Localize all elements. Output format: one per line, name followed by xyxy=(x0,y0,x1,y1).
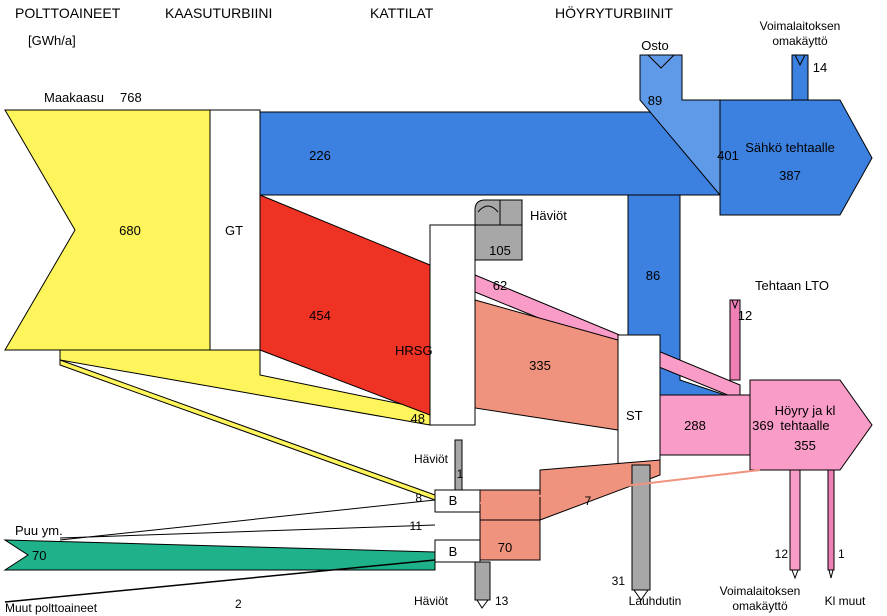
flow-105-top xyxy=(500,200,522,225)
flow-hav13 xyxy=(475,562,490,600)
v86: 86 xyxy=(646,268,660,283)
line-11 xyxy=(60,525,435,538)
lbl-b1: B xyxy=(449,493,458,508)
lbl-st: ST xyxy=(626,408,643,423)
lbl-hoyry: Höyry ja kltehtaalle xyxy=(775,403,836,433)
lbl-hrsg: HRSG xyxy=(395,343,433,358)
node-hrsg xyxy=(430,225,475,425)
node-b1 xyxy=(435,490,480,512)
v355: 355 xyxy=(794,438,816,453)
lbl-b2: B xyxy=(449,544,458,559)
v454: 454 xyxy=(309,308,331,323)
node-b2 xyxy=(435,540,480,562)
v7: 7 xyxy=(585,494,592,508)
lbl-lauhdutin: Lauhdutin xyxy=(629,594,682,608)
hdr-kattilat: KATTILAT xyxy=(370,5,434,21)
flow-omakaytto-top xyxy=(792,55,808,100)
lbl-klmuut: Kl muut xyxy=(825,594,866,608)
v62: 62 xyxy=(493,278,507,293)
 xyxy=(792,570,798,578)
text: 768 xyxy=(120,90,142,105)
lbl-haviot-top: Häviöt xyxy=(530,208,567,223)
v12b: 12 xyxy=(775,547,789,561)
v11: 11 xyxy=(410,519,423,533)
hdr-kaasuturbiini: KAASUTURBIINI xyxy=(165,5,272,21)
v369: 369 xyxy=(752,418,774,433)
lbl-osto: Osto xyxy=(641,38,668,53)
hdr-hoyryturbiinit: HÖYRYTURBIINIT xyxy=(555,4,673,21)
flow-puu xyxy=(5,540,435,570)
v31: 31 xyxy=(612,574,626,588)
v288: 288 xyxy=(684,418,706,433)
lbl-lto: Tehtaan LTO xyxy=(755,278,829,293)
lbl-omak-top: Voimalaitoksenomakäyttö xyxy=(760,19,841,48)
node-gt xyxy=(210,110,260,370)
v70b: 70 xyxy=(498,540,512,555)
v89: 89 xyxy=(648,93,662,108)
v-puu: 70 xyxy=(32,548,46,563)
v13: 13 xyxy=(495,594,509,608)
v8: 8 xyxy=(415,491,422,505)
lbl-muut: Muut polttoaineet xyxy=(5,601,98,615)
flow-70b-up xyxy=(480,490,540,520)
hdr-unit: [GWh/a] xyxy=(28,33,76,48)
v12a: 12 xyxy=(738,308,752,323)
out-sahko xyxy=(720,100,872,215)
lbl-puu: Puu ym. xyxy=(15,523,63,538)
lbl-omak-bot: Voimalaitoksenomakäyttö xyxy=(720,584,801,613)
hdr-polttoaineet: POLTTOAINEET xyxy=(15,5,121,21)
flow-maakaasu xyxy=(5,110,210,350)
 xyxy=(477,600,488,608)
flow-105-bend xyxy=(475,200,500,225)
sankey-diagram: POLTTOAINEET KAASUTURBIINI KATTILAT HÖYRYTU… xyxy=(0,0,887,616)
flow-hav1 xyxy=(455,440,462,490)
flow-1b xyxy=(828,470,834,570)
lbl-maakaasu: Maakaasu xyxy=(44,90,104,105)
lbl-hav1: Häviöt xyxy=(414,452,449,466)
v14: 14 xyxy=(813,60,827,75)
lbl-sahko: Sähkö tehtaalle xyxy=(745,140,835,155)
v48: 48 xyxy=(411,411,425,426)
v-muut: 2 xyxy=(235,597,242,611)
node-st xyxy=(618,335,660,465)
v401: 401 xyxy=(717,148,739,163)
v105: 105 xyxy=(489,243,511,258)
v1b: 1 xyxy=(838,547,845,561)
v680: 680 xyxy=(119,223,141,238)
line-8 xyxy=(60,500,435,540)
lbl-hav13: Häviöt xyxy=(414,594,449,608)
v1a: 1 xyxy=(457,467,464,481)
 xyxy=(829,570,833,578)
flow-12b xyxy=(790,470,800,570)
v387: 387 xyxy=(779,168,801,183)
v226: 226 xyxy=(309,148,331,163)
lbl-gt: GT xyxy=(225,223,243,238)
v335: 335 xyxy=(529,358,551,373)
